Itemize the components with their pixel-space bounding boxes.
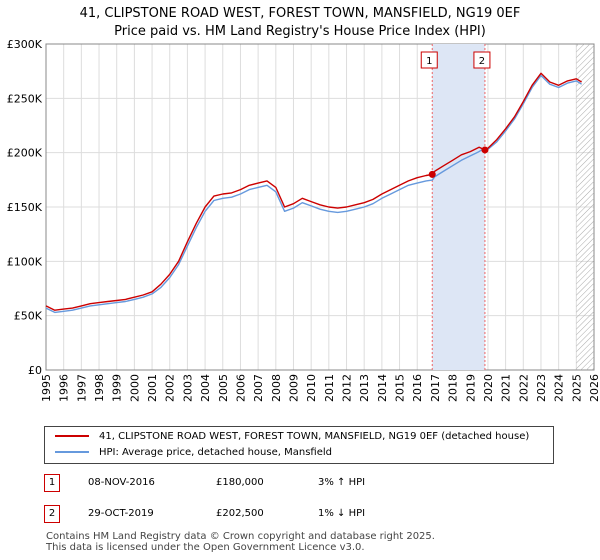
annotation-box: [473, 51, 491, 69]
chart-subtitle: Price paid vs. HM Land Registry's House …: [114, 24, 486, 39]
transaction-badge: 1: [44, 474, 60, 492]
transaction-price: £180,000: [216, 477, 264, 488]
x-tick-label: 2015: [394, 374, 407, 402]
x-tick-label: 1996: [58, 374, 71, 402]
transaction-date: 29-OCT-2019: [88, 508, 154, 519]
x-tick-label: 2020: [482, 374, 495, 402]
legend-label-hpi: HPI: Average price, detached house, Mans…: [99, 447, 332, 458]
x-tick-label: 2023: [535, 374, 548, 402]
series: [45, 72, 582, 314]
x-tick-label: 2024: [553, 374, 566, 402]
transaction-date: 08-NOV-2016: [88, 477, 155, 488]
price-chart: £0 £50K £100K £150K £200K £250K £300K 1995 1996…: [7, 38, 600, 402]
legend-item-property: 41, CLIPSTONE ROAD WEST, FOREST TOWN, MA…: [55, 429, 529, 445]
x-tick-label: 2011: [323, 374, 336, 402]
legend-label-property: 41, CLIPSTONE ROAD WEST, FOREST TOWN, MA…: [99, 431, 530, 442]
y-tick-label: £0: [28, 364, 42, 377]
x-tick-label: 2008: [270, 374, 283, 402]
y-tick-label: £200K: [7, 147, 43, 160]
legend-line-property: [55, 435, 89, 437]
transaction-hpi-diff: 3% ↑ HPI: [318, 477, 366, 488]
x-tick-label: 2010: [305, 374, 318, 402]
x-axis: 1995 1996 1997 1998 1999 2000 2001 2002 2003 2004…: [40, 374, 600, 402]
sale-points: [428, 146, 489, 178]
series-line-property: [45, 72, 582, 311]
sale-point: [428, 170, 436, 178]
legend-item-hpi: HPI: Average price, detached house, Mans…: [55, 445, 332, 461]
transaction-row: 1 08-NOV-2016 £180,000 3% ↑ HPI: [44, 474, 564, 492]
x-tick-label: 2026: [588, 374, 600, 402]
x-tick-label: 2003: [181, 374, 194, 402]
x-tick-label: 2009: [287, 374, 300, 402]
sale-point: [481, 146, 489, 154]
x-tick-label: 2022: [517, 374, 530, 402]
x-tick-label: 2007: [252, 374, 265, 402]
future-hatch-region: [576, 44, 594, 370]
x-tick-label: 2002: [164, 374, 177, 402]
x-tick-label: 1997: [75, 374, 88, 402]
x-tick-label: 2005: [217, 374, 230, 402]
footer-copyright: Contains HM Land Registry data © Crown c…: [46, 531, 435, 542]
x-tick-label: 2013: [358, 374, 371, 402]
y-tick-label: £300K: [7, 38, 43, 51]
annotation-box: [420, 51, 438, 69]
x-tick-label: 2021: [500, 374, 513, 402]
x-tick-label: 2012: [341, 374, 354, 402]
legend-line-hpi: [55, 451, 89, 453]
x-tick-label: 2017: [429, 374, 442, 402]
x-tick-label: 2016: [411, 374, 424, 402]
x-tick-label: 1998: [93, 374, 106, 402]
series-line-hpi: [45, 74, 582, 314]
x-tick-label: 1999: [111, 374, 124, 402]
transaction-row: 2 29-OCT-2019 £202,500 1% ↓ HPI: [44, 505, 564, 523]
footer-license: This data is licensed under the Open Gov…: [46, 542, 365, 553]
transaction-price: £202,500: [216, 508, 264, 519]
x-tick-label: 2025: [570, 374, 583, 402]
y-tick-label: £50K: [14, 310, 43, 323]
y-tick-label: £100K: [7, 255, 43, 268]
x-tick-label: 1995: [40, 374, 53, 402]
annotation-label: 1: [426, 56, 432, 67]
y-axis: £0 £50K £100K £150K £200K £250K £300K: [7, 38, 43, 377]
x-tick-label: 2014: [376, 374, 389, 402]
x-tick-label: 2006: [234, 374, 247, 402]
legend: 41, CLIPSTONE ROAD WEST, FOREST TOWN, MA…: [44, 426, 554, 464]
x-tick-label: 2019: [464, 374, 477, 402]
chart-title: 41, CLIPSTONE ROAD WEST, FOREST TOWN, MA…: [79, 6, 521, 21]
x-tick-label: 2001: [146, 374, 159, 402]
transaction-hpi-diff: 1% ↓ HPI: [318, 508, 366, 519]
x-tick-label: 2018: [447, 374, 460, 402]
x-tick-label: 2000: [128, 374, 141, 402]
shaded-ownership-period: [432, 44, 485, 370]
x-tick-label: 2004: [199, 374, 212, 402]
annotation-label: 2: [479, 56, 485, 67]
y-tick-label: £250K: [7, 92, 43, 105]
transaction-badge: 2: [44, 505, 60, 523]
y-tick-label: £150K: [7, 201, 43, 214]
